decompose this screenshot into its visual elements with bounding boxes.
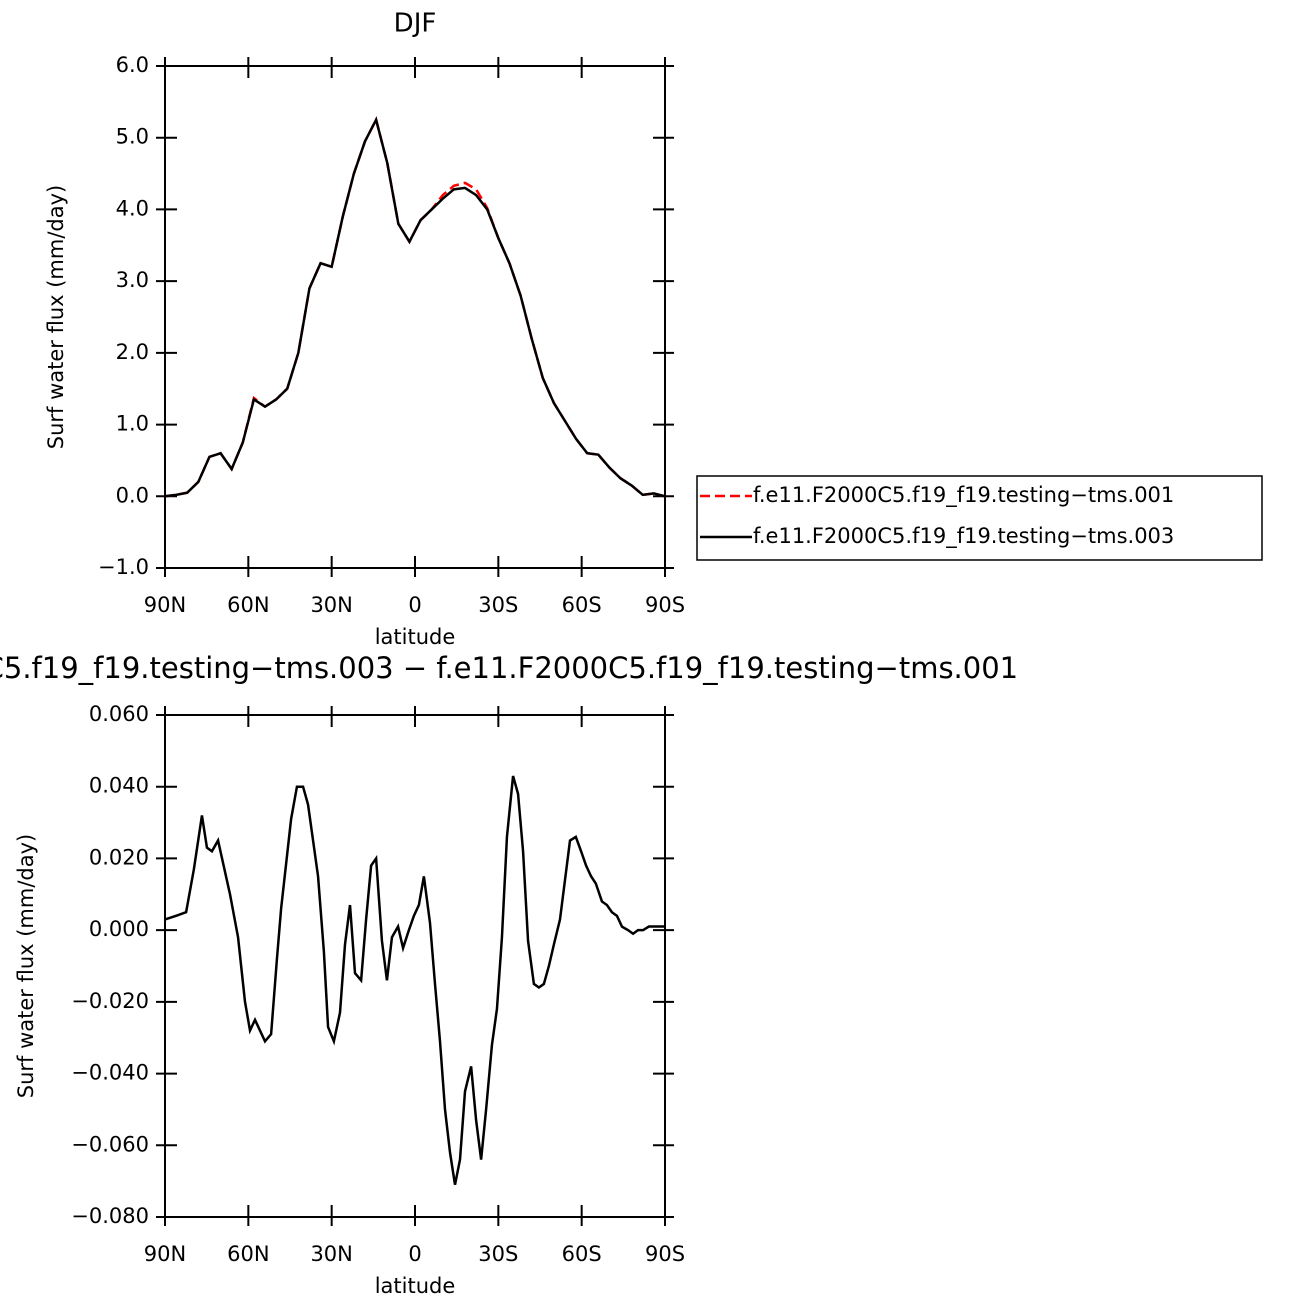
x-tick-label: 30S [478, 1242, 518, 1266]
y-tick-label: 0.060 [89, 702, 149, 726]
x-axis-label: latitude [375, 625, 456, 649]
legend-label: f.e11.F2000C5.f19_f19.testing−tms.003 [753, 524, 1174, 549]
x-tick-label: 60S [562, 1242, 602, 1266]
y-tick-label: 2.0 [116, 340, 149, 364]
y-tick-label: −1.0 [98, 555, 149, 579]
x-tick-label: 0 [408, 593, 421, 617]
data-line [164, 116, 666, 498]
data-line [164, 116, 666, 498]
y-tick-label: −0.060 [71, 1132, 149, 1156]
y-tick-label: 0.0 [116, 483, 149, 507]
x-axis-label: latitude [375, 1274, 456, 1298]
data-line [164, 775, 665, 1185]
x-tick-label: 90N [144, 593, 186, 617]
y-tick-label: −0.080 [71, 1204, 149, 1228]
y-tick-label: 4.0 [116, 196, 149, 220]
y-axis-label: Surf water flux (mm/day) [14, 834, 38, 1099]
y-tick-label: 1.0 [116, 412, 149, 436]
legend-box [696, 475, 1263, 561]
legend-label: f.e11.F2000C5.f19_f19.testing−tms.001 [753, 483, 1174, 508]
chart-title: f.e11.F2000C5.f19_f19.testing−tms.003 − … [0, 651, 1018, 685]
x-tick-label: 60N [227, 593, 269, 617]
x-tick-label: 30N [310, 1242, 352, 1266]
x-tick-label: 90S [645, 1242, 685, 1266]
x-tick-label: 60S [562, 593, 602, 617]
y-tick-label: −0.020 [71, 989, 149, 1013]
plot-frame [164, 65, 666, 569]
y-tick-label: −0.040 [71, 1061, 149, 1085]
chart-title: DJF [394, 9, 437, 39]
x-tick-label: 30S [478, 593, 518, 617]
y-tick-label: 0.000 [89, 917, 149, 941]
y-tick-label: 3.0 [116, 268, 149, 292]
x-tick-label: 90N [144, 1242, 186, 1266]
y-tick-label: 6.0 [116, 53, 149, 77]
x-tick-label: 30N [310, 593, 352, 617]
x-tick-label: 90S [645, 593, 685, 617]
y-axis-label: Surf water flux (mm/day) [44, 185, 68, 450]
y-tick-label: 0.040 [89, 774, 149, 798]
x-tick-label: 60N [227, 1242, 269, 1266]
y-tick-label: 0.020 [89, 845, 149, 869]
x-tick-label: 0 [408, 1242, 421, 1266]
y-tick-label: 5.0 [116, 125, 149, 149]
